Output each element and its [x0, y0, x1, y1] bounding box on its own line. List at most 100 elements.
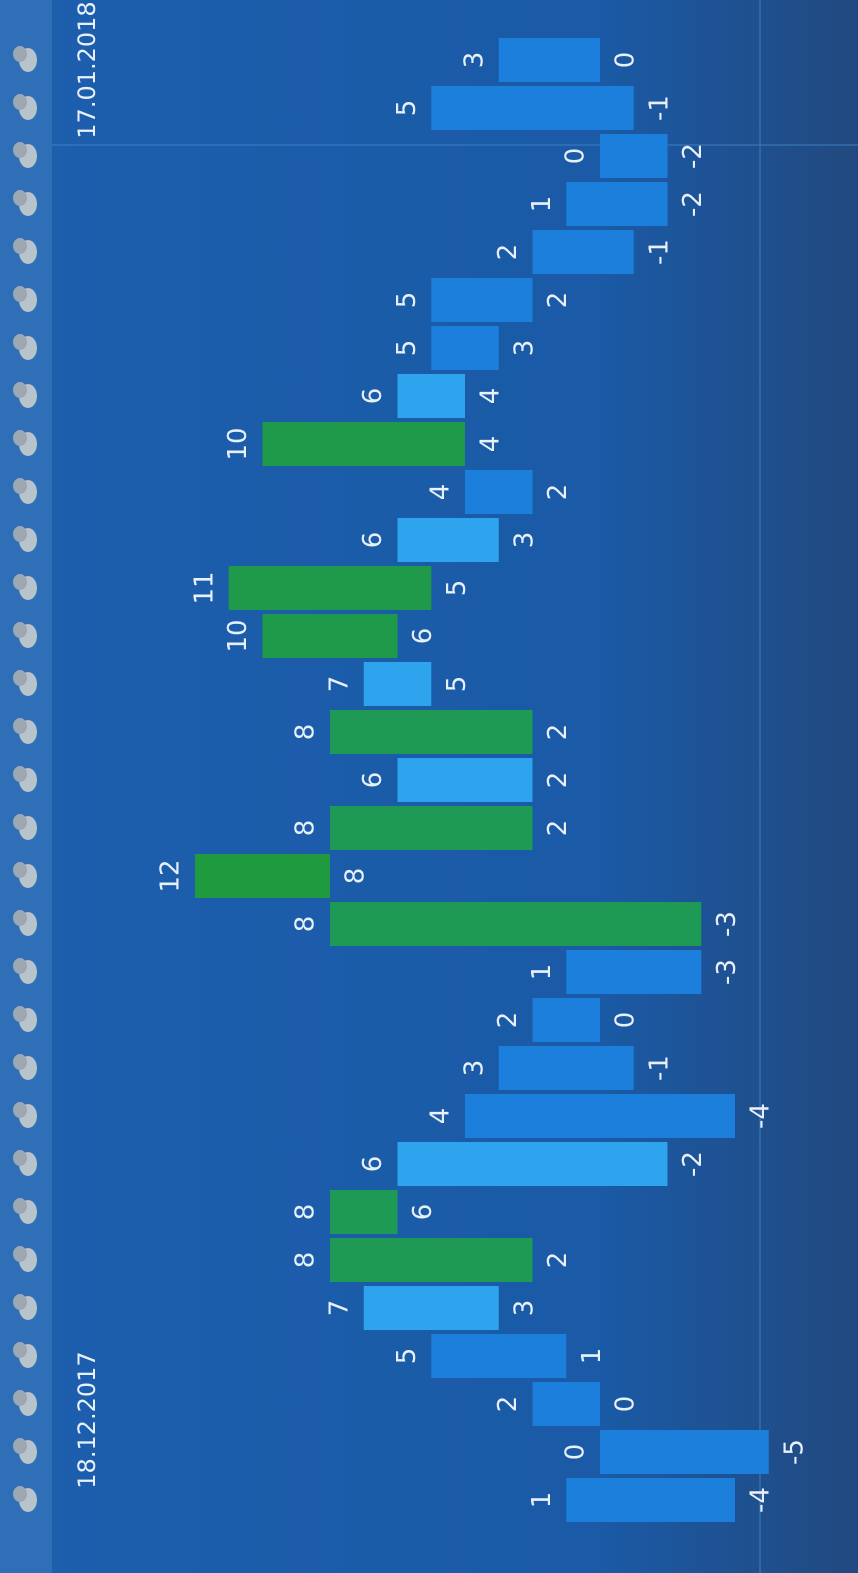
- bar: [600, 1430, 769, 1474]
- bar: [397, 758, 533, 802]
- high-label: 12: [156, 859, 186, 892]
- high-label: 6: [358, 532, 388, 549]
- bar: [262, 422, 465, 466]
- weather-icons: [13, 46, 37, 1512]
- weather-icon: [13, 1246, 37, 1272]
- weather-icon: [13, 574, 37, 600]
- cloud: [13, 1198, 27, 1214]
- low-label: 5: [442, 580, 472, 597]
- low-label: 2: [543, 772, 573, 789]
- bar: [363, 1286, 499, 1330]
- bar: [330, 806, 533, 850]
- bar: [532, 998, 600, 1042]
- weather-icon: [13, 286, 37, 312]
- bar: [465, 470, 533, 514]
- high-label: 0: [561, 1444, 591, 1461]
- cloud: [13, 718, 27, 734]
- low-label: 3: [509, 340, 539, 357]
- cloud: [13, 958, 27, 974]
- cloud: [13, 334, 27, 350]
- low-label: -3: [712, 911, 742, 937]
- high-label: 8: [291, 724, 321, 741]
- high-label: 2: [493, 1012, 523, 1029]
- bar: [228, 566, 432, 610]
- high-label: 8: [291, 1252, 321, 1269]
- high-label: 11: [189, 571, 219, 604]
- cloud: [13, 1246, 27, 1262]
- low-label: 8: [341, 868, 371, 885]
- cloud: [13, 1390, 27, 1406]
- bar: [330, 902, 702, 946]
- cloud: [13, 1486, 27, 1502]
- weather-icon: [13, 94, 37, 120]
- low-label: -2: [678, 191, 708, 217]
- cloud: [13, 46, 27, 62]
- cloud: [13, 814, 27, 830]
- weather-icon: [13, 910, 37, 936]
- low-label: -2: [678, 143, 708, 169]
- low-label: 2: [543, 724, 573, 741]
- bar: [600, 134, 668, 178]
- high-label: 5: [392, 292, 422, 309]
- bar: [397, 1142, 668, 1186]
- bar: [465, 1094, 735, 1138]
- high-label: 8: [291, 820, 321, 837]
- bar: [431, 1334, 567, 1378]
- bar: [330, 1190, 398, 1234]
- high-label: 3: [459, 1060, 489, 1077]
- weather-icon: [13, 1342, 37, 1368]
- cloud: [13, 766, 27, 782]
- weather-icon: [13, 1294, 37, 1320]
- high-label: 2: [493, 1396, 523, 1413]
- high-label: 3: [459, 52, 489, 69]
- low-label: 0: [611, 1396, 641, 1413]
- bar: [262, 614, 398, 658]
- weather-icon: [13, 1390, 37, 1416]
- high-label: 6: [358, 388, 388, 405]
- weather-icon: [13, 142, 37, 168]
- weather-icon: [13, 430, 37, 456]
- weather-icon: [13, 1198, 37, 1224]
- bar: [566, 182, 668, 226]
- weather-icon: [13, 622, 37, 648]
- low-label: 3: [509, 532, 539, 549]
- bar: [498, 38, 600, 82]
- cloud: [13, 430, 27, 446]
- high-label: 5: [392, 340, 422, 357]
- weather-icon: [13, 958, 37, 984]
- high-label: 5: [392, 100, 422, 117]
- high-label: 10: [223, 619, 253, 652]
- bar: [431, 326, 499, 370]
- high-label: 7: [324, 676, 354, 693]
- low-label: -1: [644, 95, 674, 121]
- bar: [566, 950, 702, 994]
- cloud: [13, 1294, 27, 1310]
- weather-icon: [13, 526, 37, 552]
- low-label: 3: [509, 1300, 539, 1317]
- high-label: 5: [392, 1348, 422, 1365]
- cloud: [13, 142, 27, 158]
- cloud: [13, 1054, 27, 1070]
- weather-icon: [13, 238, 37, 264]
- weather-icon: [13, 334, 37, 360]
- bar: [532, 1382, 600, 1426]
- high-label: 1: [527, 964, 557, 981]
- cloud: [13, 1006, 27, 1022]
- cloud: [13, 190, 27, 206]
- weather-icon: [13, 478, 37, 504]
- bar: [397, 374, 465, 418]
- weather-icon: [13, 1486, 37, 1512]
- low-label: -3: [712, 959, 742, 985]
- bar: [566, 1478, 735, 1522]
- low-label: -5: [779, 1439, 809, 1465]
- low-label: 5: [442, 676, 472, 693]
- high-label: 7: [324, 1300, 354, 1317]
- cloud: [13, 238, 27, 254]
- high-label: 1: [527, 1492, 557, 1509]
- weather-icon: [13, 718, 37, 744]
- weather-icon: [13, 1006, 37, 1032]
- cloud: [13, 622, 27, 638]
- weather-icon: [13, 1054, 37, 1080]
- bar: [498, 1046, 634, 1090]
